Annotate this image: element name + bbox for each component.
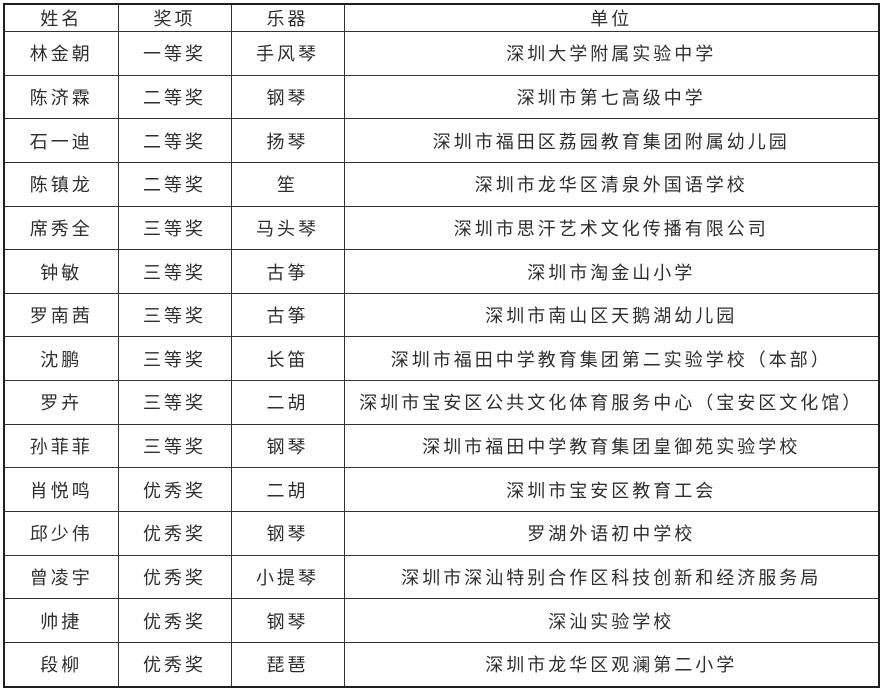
- organization-cell: 深圳市南山区天鹅湖幼儿园: [343, 292, 880, 338]
- instrument-cell: 琵琶: [230, 641, 345, 688]
- instrument-cell: 古筝: [230, 292, 345, 338]
- organization-cell: 深圳市龙华区观澜第二小学: [343, 641, 880, 688]
- organization-cell: 深圳市第七高级中学: [343, 74, 880, 120]
- award-cell: 三等奖: [117, 423, 232, 469]
- table-row: 席秀全 三等奖 马头琴 深圳市思汗艺术文化传播有限公司: [3, 205, 880, 251]
- organization-cell: 深圳市福田中学教育集团第二实验学校（本部）: [343, 336, 880, 382]
- header-instrument: 乐器: [230, 3, 345, 32]
- organization-cell: 深圳市福田区荔园教育集团附属幼儿园: [343, 118, 880, 163]
- award-cell: 优秀奖: [117, 467, 232, 513]
- name-cell: 邱少伟: [3, 511, 119, 556]
- organization-cell: 深圳市福田中学教育集团皇御苑实验学校: [343, 423, 880, 469]
- award-cell: 优秀奖: [117, 598, 232, 643]
- instrument-cell: 马头琴: [230, 205, 345, 251]
- instrument-cell: 二胡: [230, 467, 345, 513]
- table-row: 石一迪 二等奖 扬琴 深圳市福田区荔园教育集团附属幼儿园: [3, 118, 880, 163]
- instrument-cell: 笙: [230, 161, 345, 207]
- name-cell: 石一迪: [3, 118, 119, 163]
- table-row: 曾凌宇 优秀奖 小提琴 深圳市深汕特别合作区科技创新和经济服务局: [3, 554, 880, 600]
- name-cell: 林金朝: [3, 31, 119, 76]
- table-row: 陈镇龙 二等奖 笙 深圳市龙华区清泉外国语学校: [3, 161, 880, 207]
- organization-cell: 深汕实验学校: [343, 598, 880, 643]
- award-cell: 优秀奖: [117, 511, 232, 556]
- name-cell: 段柳: [3, 641, 119, 688]
- name-cell: 沈鹏: [3, 336, 119, 382]
- organization-cell: 深圳大学附属实验中学: [343, 31, 880, 76]
- award-cell: 三等奖: [117, 249, 232, 294]
- organization-cell: 深圳市淘金山小学: [343, 249, 880, 294]
- instrument-cell: 长笛: [230, 336, 345, 382]
- table-body: 林金朝 一等奖 手风琴 深圳大学附属实验中学 陈济霖 二等奖 钢琴 深圳市第七高…: [3, 31, 880, 688]
- table-row: 钟敏 三等奖 古筝 深圳市淘金山小学: [3, 249, 880, 294]
- award-cell: 二等奖: [117, 161, 232, 207]
- instrument-cell: 手风琴: [230, 31, 345, 76]
- name-cell: 钟敏: [3, 249, 119, 294]
- header-award: 奖项: [117, 3, 232, 32]
- instrument-cell: 古筝: [230, 249, 345, 294]
- table-header-row: 姓名 奖项 乐器 单位: [3, 3, 880, 32]
- table-row: 孙菲菲 三等奖 钢琴 深圳市福田中学教育集团皇御苑实验学校: [3, 423, 880, 469]
- table-row: 罗卉 三等奖 二胡 深圳市宝安区公共文化体育服务中心（宝安区文化馆）: [3, 380, 880, 425]
- awards-table: 姓名 奖项 乐器 单位 林金朝 一等奖 手风琴 深圳大学附属实验中学 陈济霖 二…: [3, 3, 880, 688]
- organization-cell: 深圳市宝安区教育工会: [343, 467, 880, 513]
- award-cell: 二等奖: [117, 74, 232, 120]
- organization-cell: 深圳市思汗艺术文化传播有限公司: [343, 205, 880, 251]
- name-cell: 席秀全: [3, 205, 119, 251]
- table-row: 陈济霖 二等奖 钢琴 深圳市第七高级中学: [3, 74, 880, 120]
- award-cell: 三等奖: [117, 205, 232, 251]
- instrument-cell: 小提琴: [230, 554, 345, 600]
- table-row: 邱少伟 优秀奖 钢琴 罗湖外语初中学校: [3, 511, 880, 556]
- organization-cell: 深圳市龙华区清泉外国语学校: [343, 161, 880, 207]
- header-organization: 单位: [343, 3, 880, 32]
- award-cell: 优秀奖: [117, 641, 232, 688]
- instrument-cell: 钢琴: [230, 423, 345, 469]
- table-row: 帅捷 优秀奖 钢琴 深汕实验学校: [3, 598, 880, 643]
- instrument-cell: 扬琴: [230, 118, 345, 163]
- name-cell: 陈镇龙: [3, 161, 119, 207]
- award-cell: 优秀奖: [117, 554, 232, 600]
- table-row: 沈鹏 三等奖 长笛 深圳市福田中学教育集团第二实验学校（本部）: [3, 336, 880, 382]
- table-row: 罗南茜 三等奖 古筝 深圳市南山区天鹅湖幼儿园: [3, 292, 880, 338]
- table-row: 段柳 优秀奖 琵琶 深圳市龙华区观澜第二小学: [3, 641, 880, 688]
- award-cell: 二等奖: [117, 118, 232, 163]
- name-cell: 罗卉: [3, 380, 119, 425]
- organization-cell: 深圳市宝安区公共文化体育服务中心（宝安区文化馆）: [343, 380, 880, 425]
- name-cell: 罗南茜: [3, 292, 119, 338]
- instrument-cell: 钢琴: [230, 511, 345, 556]
- name-cell: 陈济霖: [3, 74, 119, 120]
- name-cell: 曾凌宇: [3, 554, 119, 600]
- award-cell: 三等奖: [117, 336, 232, 382]
- award-cell: 一等奖: [117, 31, 232, 76]
- name-cell: 孙菲菲: [3, 423, 119, 469]
- organization-cell: 罗湖外语初中学校: [343, 511, 880, 556]
- table-row: 林金朝 一等奖 手风琴 深圳大学附属实验中学: [3, 31, 880, 76]
- instrument-cell: 钢琴: [230, 74, 345, 120]
- organization-cell: 深圳市深汕特别合作区科技创新和经济服务局: [343, 554, 880, 600]
- name-cell: 肖悦鸣: [3, 467, 119, 513]
- award-cell: 三等奖: [117, 380, 232, 425]
- name-cell: 帅捷: [3, 598, 119, 643]
- instrument-cell: 二胡: [230, 380, 345, 425]
- award-cell: 三等奖: [117, 292, 232, 338]
- header-name: 姓名: [3, 3, 119, 32]
- table-row: 肖悦鸣 优秀奖 二胡 深圳市宝安区教育工会: [3, 467, 880, 513]
- instrument-cell: 钢琴: [230, 598, 345, 643]
